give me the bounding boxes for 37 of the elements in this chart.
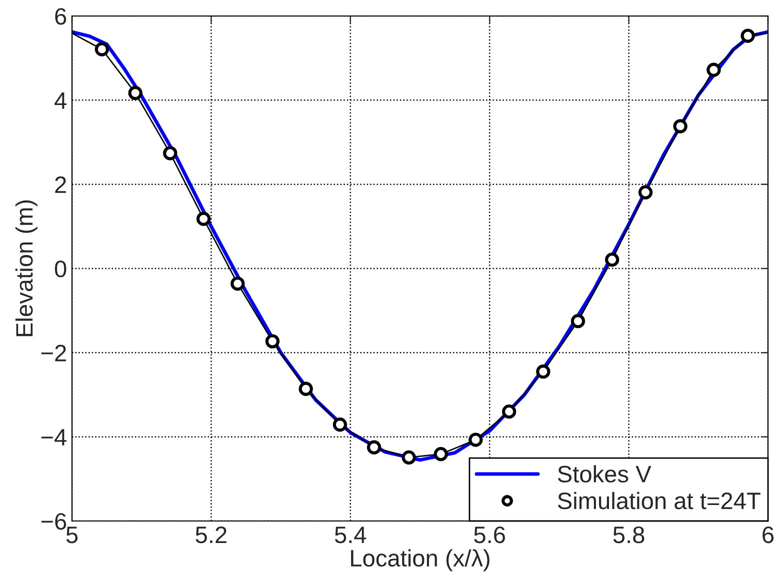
legend-label: Stokes V	[558, 465, 652, 483]
point	[332, 418, 348, 432]
point	[468, 432, 483, 447]
y-tick-label: −4	[41, 429, 66, 446]
point	[673, 119, 688, 134]
y-tick-label: 6	[55, 8, 66, 25]
point	[366, 440, 382, 454]
point	[163, 146, 178, 160]
point	[570, 314, 586, 328]
x-tick-label: 5.2	[196, 526, 226, 544]
x-tick-label: 5.4	[334, 526, 366, 544]
point	[536, 364, 550, 379]
point	[706, 62, 721, 77]
y-tick-label: −2	[41, 344, 66, 362]
point	[605, 252, 620, 267]
point	[230, 276, 245, 291]
y-axis-title: Elevation (m)	[15, 200, 38, 336]
y-tick-label: 0	[54, 260, 66, 278]
y-tick-label: 2	[55, 176, 66, 193]
y-tick-label: −6	[41, 513, 66, 530]
point	[298, 382, 313, 396]
point	[740, 28, 755, 43]
point	[502, 404, 516, 419]
y-tick-label: 4	[54, 92, 66, 109]
point	[196, 212, 211, 226]
point	[128, 86, 142, 100]
x-tick-label: 5.8	[613, 526, 644, 544]
point	[402, 450, 416, 465]
x-tick-label: 6	[762, 526, 774, 544]
point	[434, 447, 448, 462]
point	[265, 334, 280, 348]
legend-label: Simulation at t=24T	[558, 492, 760, 510]
x-axis-title: Location (x/λ)	[351, 549, 490, 572]
x-tick-label: 5.6	[474, 526, 505, 544]
x-tick-label: 5	[66, 526, 78, 544]
point	[638, 185, 653, 200]
point	[94, 42, 110, 56]
